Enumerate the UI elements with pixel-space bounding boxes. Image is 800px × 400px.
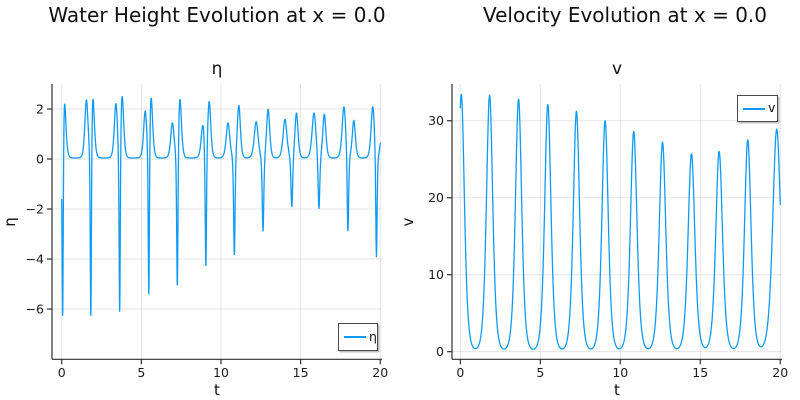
legend-line-sample-eta — [344, 336, 366, 338]
x-tick-label: 15 — [692, 365, 708, 380]
x-axis-label-left: t — [214, 381, 220, 399]
legend-v: v — [737, 95, 778, 122]
subplot-title-eta: η — [211, 59, 223, 79]
x-tick-label: 20 — [372, 365, 388, 380]
series-line-v — [459, 93, 781, 350]
x-tick-label: 5 — [137, 365, 145, 380]
y-tick-label: 2 — [36, 101, 44, 116]
main-title-water-height: Water Height Evolution at x = 0.0 — [48, 3, 386, 27]
y-axis-label-v: v — [399, 217, 417, 227]
legend-line-sample-v — [743, 107, 765, 110]
y-tick-label: −6 — [26, 301, 44, 316]
legend-label-v: v — [768, 100, 776, 116]
x-axis-label-right: t — [614, 381, 620, 399]
x-tick-label: 20 — [772, 365, 788, 380]
x-tick-label: 0 — [58, 365, 66, 380]
y-tick-label: −2 — [26, 201, 44, 216]
y-axis-label-eta: η — [1, 217, 19, 227]
x-tick-label: 5 — [536, 365, 544, 380]
y-tick-label: 0 — [436, 344, 444, 359]
y-tick-label: 0 — [36, 151, 44, 166]
y-tick-label: 20 — [428, 190, 444, 205]
legend-label-eta: η — [369, 328, 377, 344]
x-tick-label: 0 — [456, 365, 464, 380]
x-tick-label: 10 — [612, 365, 628, 380]
x-tick-label: 10 — [213, 365, 229, 380]
y-tick-label: −4 — [26, 251, 44, 266]
main-title-velocity: Velocity Evolution at x = 0.0 — [483, 3, 767, 27]
subplot-title-v: v — [611, 59, 623, 79]
x-tick-label: 15 — [293, 365, 309, 380]
legend-eta: η — [338, 323, 378, 351]
y-tick-label: 10 — [428, 267, 444, 282]
series-line-η — [61, 95, 381, 317]
y-tick-label: 30 — [428, 113, 444, 128]
